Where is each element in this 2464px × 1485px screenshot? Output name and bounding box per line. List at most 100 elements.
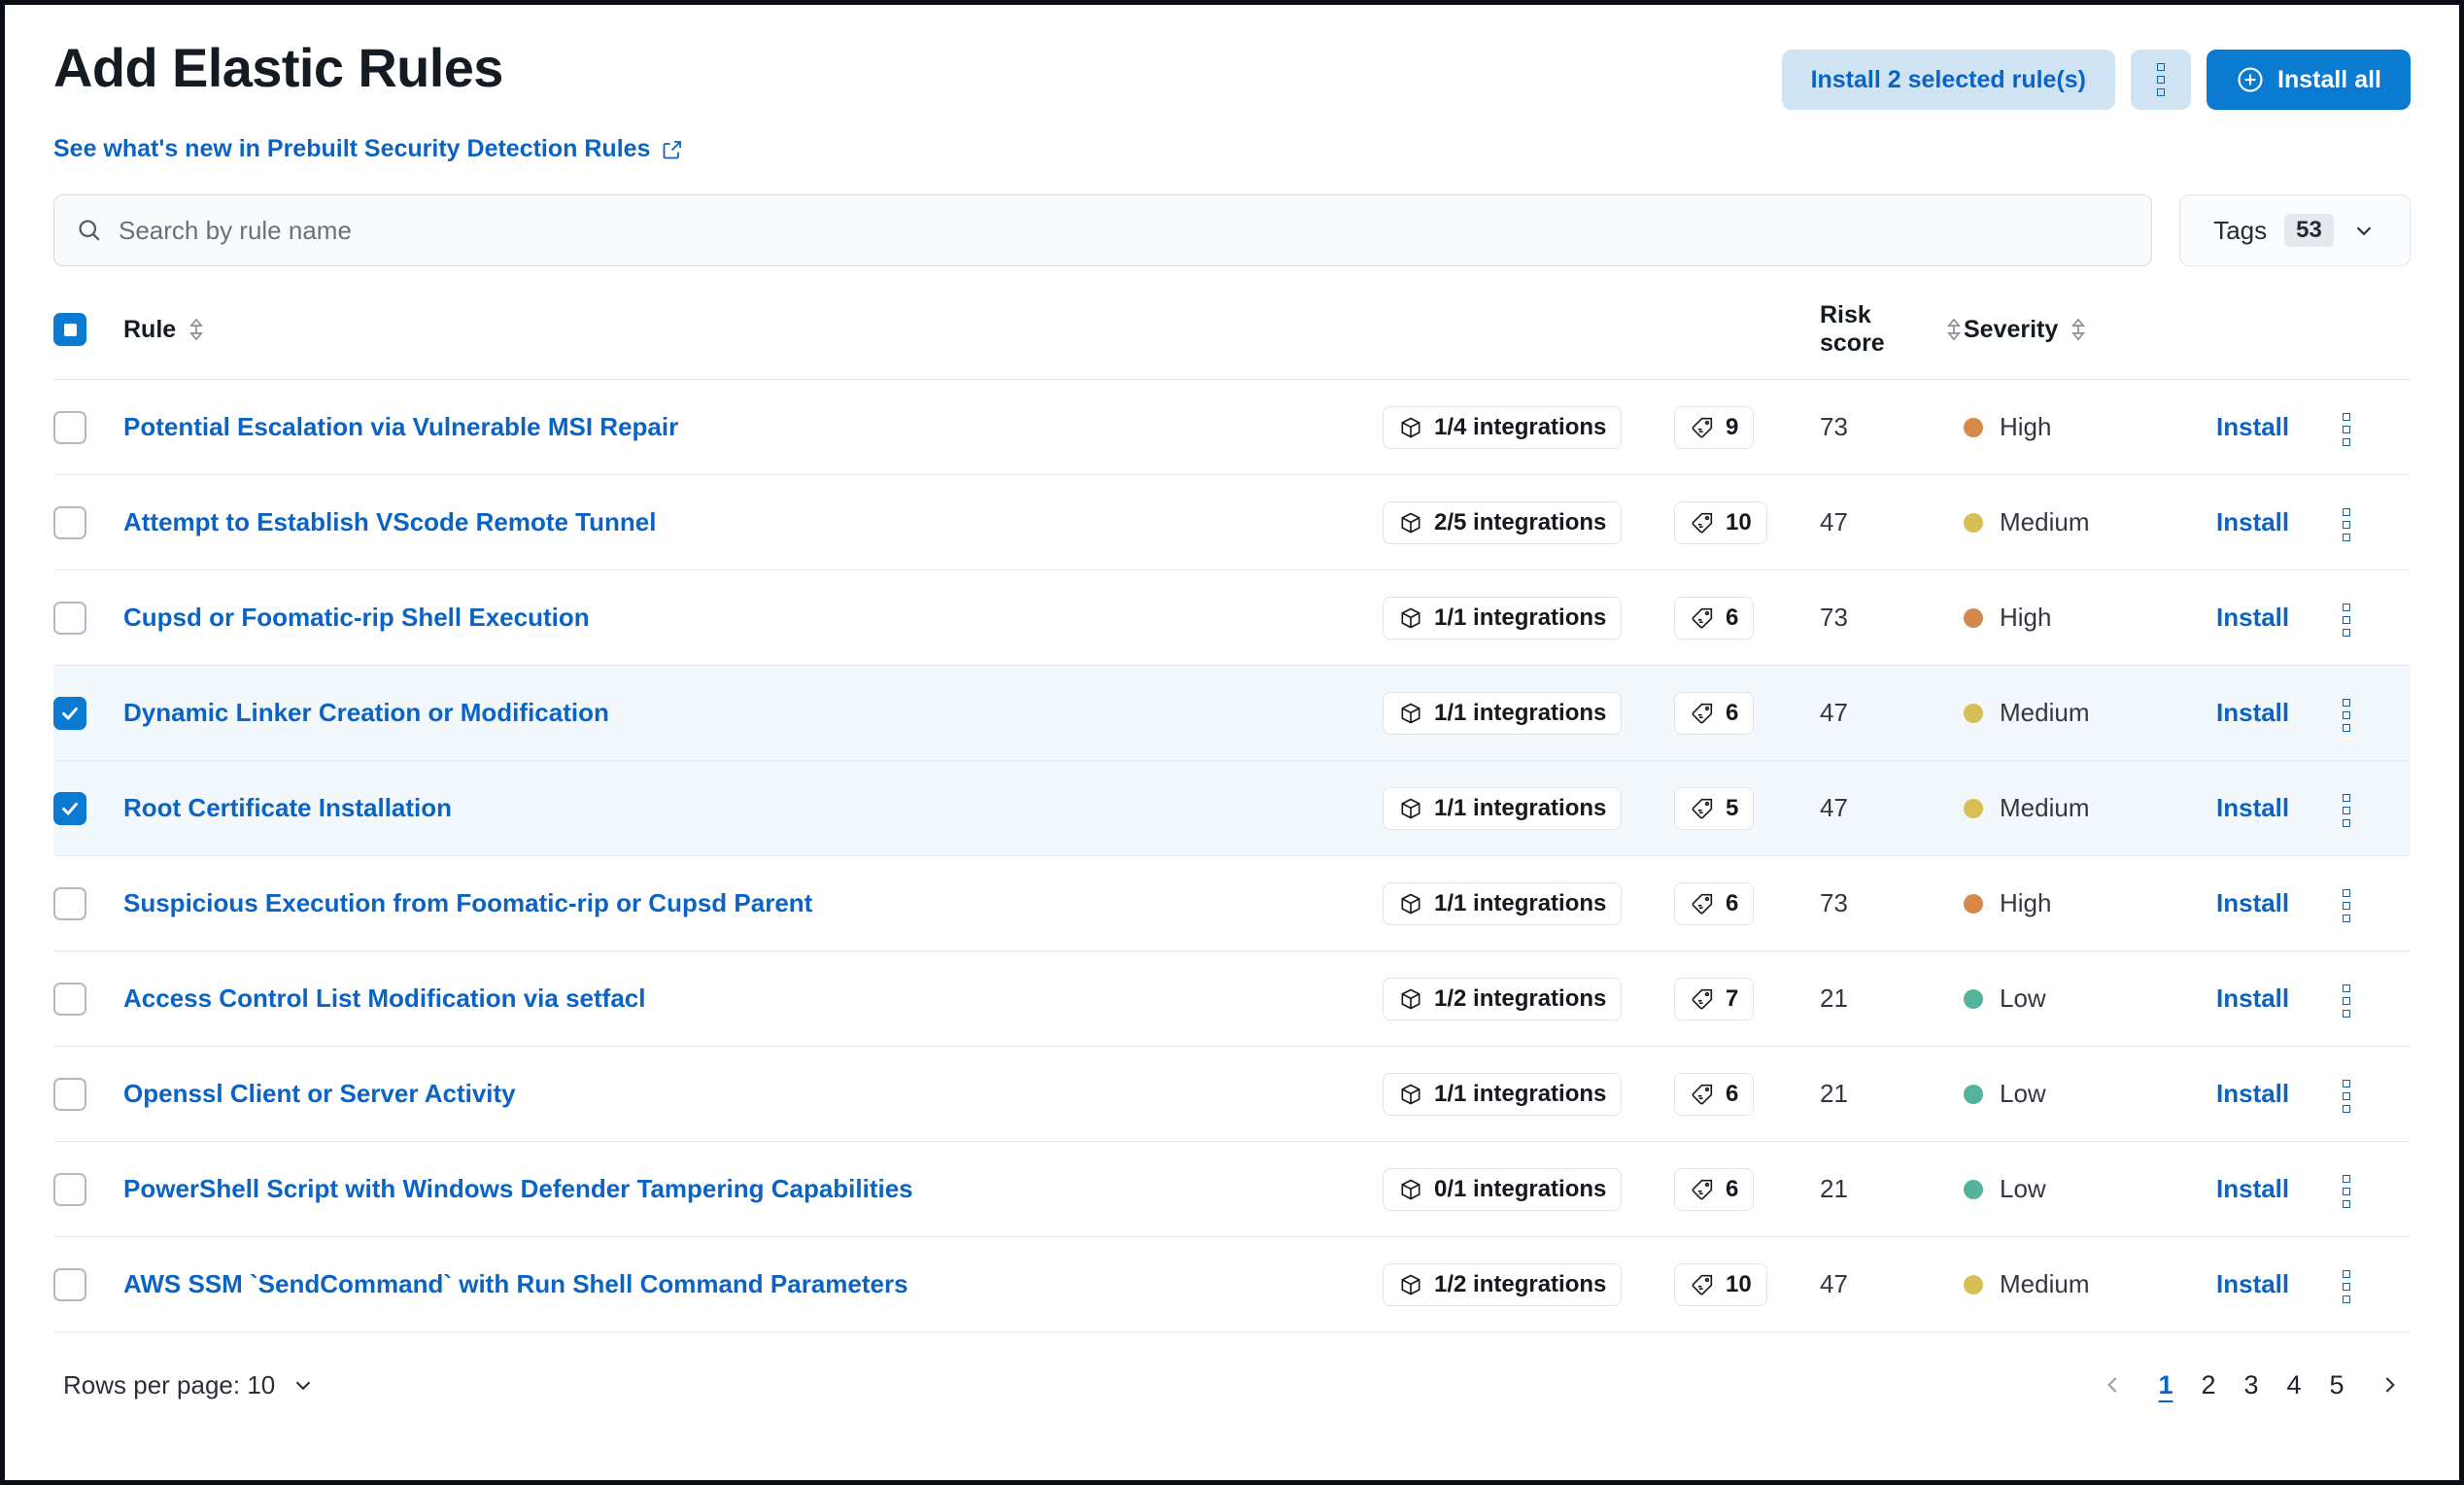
page-button-3[interactable]: 3 — [2230, 1362, 2273, 1408]
table-row[interactable]: AWS SSM `SendCommand` with Run Shell Com… — [53, 1237, 2411, 1332]
whats-new-link[interactable]: See what's new in Prebuilt Security Dete… — [53, 135, 684, 163]
tags-count-label: 10 — [1726, 1270, 1752, 1297]
table-row[interactable]: Root Certificate Installation 1/1 integr… — [53, 760, 2411, 856]
rule-name-link[interactable]: Suspicious Execution from Foomatic-rip o… — [123, 888, 813, 917]
install-column-header — [2216, 292, 2343, 380]
install-rule-button[interactable]: Install — [2216, 888, 2290, 917]
integrations-badge[interactable]: 1/1 integrations — [1383, 1072, 1623, 1116]
tags-badge[interactable]: 6 — [1674, 691, 1755, 735]
tags-badge[interactable]: 10 — [1674, 501, 1767, 544]
row-kebab-vertical-icon[interactable] — [2343, 699, 2350, 732]
page-button-5[interactable]: 5 — [2315, 1362, 2358, 1408]
table-row[interactable]: Attempt to Establish VScode Remote Tunne… — [53, 475, 2411, 570]
previous-page-button[interactable] — [2092, 1362, 2135, 1408]
table-row[interactable]: Potential Escalation via Vulnerable MSI … — [53, 380, 2411, 475]
row-checkbox[interactable] — [53, 1267, 86, 1301]
rule-name-link[interactable]: Openssl Client or Server Activity — [123, 1079, 516, 1108]
next-page-button[interactable] — [2368, 1362, 2411, 1408]
row-checkbox[interactable] — [53, 505, 86, 539]
row-checkbox[interactable] — [53, 982, 86, 1016]
integrations-badge[interactable]: 1/4 integrations — [1383, 405, 1623, 449]
row-checkbox[interactable] — [53, 886, 86, 920]
table-row[interactable]: PowerShell Script with Windows Defender … — [53, 1142, 2411, 1237]
row-kebab-vertical-icon[interactable] — [2343, 794, 2350, 827]
install-rule-button[interactable]: Install — [2216, 793, 2290, 822]
page-button-2[interactable]: 2 — [2187, 1362, 2230, 1408]
row-kebab-vertical-icon[interactable] — [2343, 508, 2350, 541]
row-select-cell — [53, 1237, 123, 1332]
rule-name-link[interactable]: PowerShell Script with Windows Defender … — [123, 1174, 913, 1203]
page-button-1[interactable]: 1 — [2144, 1362, 2187, 1408]
row-kebab-vertical-icon[interactable] — [2343, 604, 2350, 637]
integrations-label: 1/1 integrations — [1434, 604, 1607, 631]
select-all-checkbox[interactable] — [53, 313, 86, 346]
integrations-label: 0/1 integrations — [1434, 1175, 1607, 1202]
sort-updown-icon — [1944, 317, 1964, 342]
row-checkbox[interactable] — [53, 601, 86, 635]
table-row[interactable]: Access Control List Modification via set… — [53, 951, 2411, 1047]
rows-per-page-selector[interactable]: Rows per page: 10 — [53, 1370, 316, 1400]
rule-name-link[interactable]: Access Control List Modification via set… — [123, 984, 646, 1013]
install-all-button[interactable]: Install all — [2207, 50, 2411, 110]
install-rule-button[interactable]: Install — [2216, 1079, 2290, 1108]
row-kebab-vertical-icon[interactable] — [2343, 1270, 2350, 1303]
rule-name-cell: Access Control List Modification via set… — [123, 951, 1383, 1047]
tags-badge[interactable]: 9 — [1674, 405, 1755, 449]
tags-badge[interactable]: 6 — [1674, 881, 1755, 925]
rule-name-link[interactable]: Cupsd or Foomatic-rip Shell Execution — [123, 603, 590, 632]
tags-badge[interactable]: 6 — [1674, 1072, 1755, 1116]
row-checkbox[interactable] — [53, 1077, 86, 1111]
table-row[interactable]: Dynamic Linker Creation or Modification … — [53, 665, 2411, 761]
tags-badge[interactable]: 10 — [1674, 1262, 1767, 1306]
table-row[interactable]: Cupsd or Foomatic-rip Shell Execution 1/… — [53, 570, 2411, 666]
table-row[interactable]: Suspicious Execution from Foomatic-rip o… — [53, 856, 2411, 951]
page-button-4[interactable]: 4 — [2273, 1362, 2315, 1408]
integrations-badge[interactable]: 1/1 integrations — [1383, 691, 1623, 735]
severity-label: Low — [2000, 1079, 2046, 1108]
row-checkbox[interactable] — [53, 410, 86, 444]
install-rule-button[interactable]: Install — [2216, 603, 2290, 632]
install-rule-button[interactable]: Install — [2216, 507, 2290, 536]
row-kebab-vertical-icon[interactable] — [2343, 1080, 2350, 1113]
install-selected-rules-button[interactable]: Install 2 selected rule(s) — [1781, 50, 2116, 110]
install-cell: Install — [2216, 380, 2343, 475]
integrations-badge[interactable]: 1/1 integrations — [1383, 596, 1623, 639]
tags-badge[interactable]: 5 — [1674, 786, 1755, 830]
row-kebab-vertical-icon[interactable] — [2343, 1175, 2350, 1208]
install-rule-button[interactable]: Install — [2216, 1174, 2290, 1203]
integrations-badge[interactable]: 1/2 integrations — [1383, 977, 1623, 1020]
row-checkbox[interactable] — [53, 791, 86, 825]
install-rule-button[interactable]: Install — [2216, 698, 2290, 727]
rule-name-link[interactable]: Potential Escalation via Vulnerable MSI … — [123, 412, 679, 441]
sort-by-rule-button[interactable]: Rule — [123, 316, 206, 344]
row-kebab-vertical-icon[interactable] — [2343, 889, 2350, 922]
tags-badge[interactable]: 6 — [1674, 1167, 1755, 1211]
integrations-badge[interactable]: 1/1 integrations — [1383, 786, 1623, 830]
row-checkbox[interactable] — [53, 1172, 86, 1206]
integrations-badge[interactable]: 0/1 integrations — [1383, 1167, 1623, 1211]
integrations-badge[interactable]: 2/5 integrations — [1383, 501, 1623, 544]
rule-name-link[interactable]: Attempt to Establish VScode Remote Tunne… — [123, 507, 657, 536]
install-rule-button[interactable]: Install — [2216, 1269, 2290, 1298]
rule-name-link[interactable]: AWS SSM `SendCommand` with Run Shell Com… — [123, 1269, 908, 1298]
table-row[interactable]: Openssl Client or Server Activity 1/1 in… — [53, 1047, 2411, 1142]
row-checkbox[interactable] — [53, 696, 86, 730]
tags-filter-button[interactable]: Tags 53 — [2179, 194, 2411, 266]
install-rule-button[interactable]: Install — [2216, 412, 2290, 441]
install-rule-button[interactable]: Install — [2216, 984, 2290, 1013]
sort-by-severity-button[interactable]: Severity — [1964, 316, 2088, 344]
integrations-badge[interactable]: 1/2 integrations — [1383, 1262, 1623, 1306]
severity-column-label: Severity — [1964, 315, 2059, 343]
header-context-menu-button[interactable] — [2131, 50, 2192, 110]
rule-name-link[interactable]: Root Certificate Installation — [123, 793, 453, 822]
sort-by-risk-score-button[interactable]: Risk score — [1820, 301, 1964, 358]
rule-name-link[interactable]: Dynamic Linker Creation or Modification — [123, 698, 609, 727]
tags-badge[interactable]: 7 — [1674, 977, 1755, 1020]
row-kebab-vertical-icon[interactable] — [2343, 413, 2350, 446]
risk-score-cell: 73 — [1820, 570, 1964, 666]
search-input[interactable]: Search by rule name — [53, 194, 2152, 266]
integrations-badge[interactable]: 1/1 integrations — [1383, 881, 1623, 925]
tags-badge[interactable]: 6 — [1674, 596, 1755, 639]
row-kebab-vertical-icon[interactable] — [2343, 984, 2350, 1018]
